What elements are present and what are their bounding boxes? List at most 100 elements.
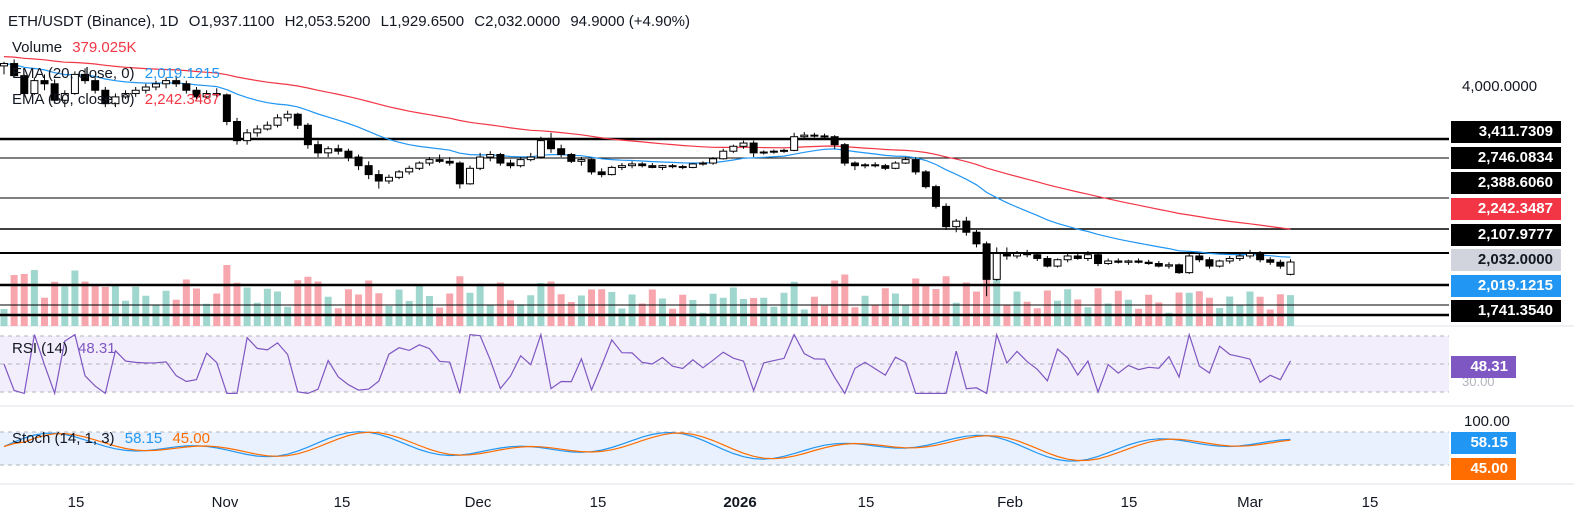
candle-body [30,80,39,95]
volume-bar [1064,289,1072,326]
volume-bar [10,275,18,326]
candle-body [10,63,19,77]
candle-body [1053,259,1062,267]
candle-body [40,80,49,85]
volume-bar [1074,299,1082,326]
candle-body [91,80,100,91]
level-label-3411[interactable]: 3,411.7309 [1451,121,1561,143]
volume-bar [1246,291,1254,326]
x-tick-label: Dec [464,494,492,511]
candle-body [151,83,160,88]
volume-bar [679,294,687,326]
volume-bar [192,288,200,326]
candle-body [688,163,697,168]
candle-body [648,165,657,168]
candle-body [364,165,373,176]
candle-body [1083,254,1092,259]
candle-body [1235,255,1244,259]
candle-body [709,158,718,164]
volume-bar [182,279,190,326]
rsi-axis-label[interactable]: 48.31 [1451,356,1516,378]
stoch-d-axis-label[interactable]: 45.00 [1451,458,1516,480]
volume-bar [446,293,454,326]
symbol-label[interactable]: ETH/USDT (Binance), 1D [8,13,179,30]
candle-body [536,140,545,158]
candle-body [668,165,677,168]
volume-legend[interactable]: Volume 379.025K [12,39,142,56]
level-label-2388[interactable]: 2,388.6060 [1451,172,1561,194]
candle-body [597,171,606,176]
volume-bar [314,281,322,326]
ema50-legend[interactable]: EMA (50, close, 0) 2,242.3487 [12,91,226,108]
candle-body [70,73,79,95]
volume-bar [425,296,433,326]
volume-bar [628,294,636,326]
volume-bar [739,299,747,326]
volume-bar [365,280,373,326]
candle-body [1033,254,1042,259]
candle-body [172,80,181,85]
volume-bar [800,309,808,326]
volume-bar [1124,299,1132,326]
candle-body [638,163,647,167]
candle-body [1043,257,1052,267]
candle-body [465,167,474,185]
volume-bar [61,286,69,326]
volume-bar [577,295,585,326]
volume-bar [111,285,119,326]
candle-body [476,156,485,169]
candle-body [1114,260,1123,263]
ema50-line [3,56,1291,230]
level-label-1741[interactable]: 1,741.3540 [1451,300,1561,322]
candle-body [1063,255,1072,261]
rsi-legend[interactable]: RSI (14) 48.31 [12,340,122,357]
candle-body [162,80,171,85]
volume-bar [30,270,38,326]
candle-body [759,151,768,154]
candle-body [344,150,353,158]
candle-body [911,159,920,173]
stoch-k-value: 58.15 [124,430,163,447]
ema20-price-label[interactable]: 2,019.1215 [1451,275,1561,297]
volume-bar [790,281,798,326]
volume-bar [1226,296,1234,326]
candle-body [871,164,880,167]
volume-bar [618,308,626,326]
volume-bar [395,289,403,326]
stoch-legend[interactable]: Stoch (14, 1, 3) 58.15 45.00 [12,430,216,447]
ema50-price-label[interactable]: 2,242.3487 [1451,198,1561,220]
volume-bar [1054,300,1062,326]
volume-bar [891,293,899,326]
candle-body [1023,252,1032,256]
candle-body [891,162,900,169]
candle-body [1185,255,1194,274]
stoch-k-axis-label[interactable]: 58.15 [1451,432,1516,454]
candle-body [253,128,262,134]
ema20-legend[interactable]: EMA (20, close, 0) 2,019.1215 [12,65,226,82]
candle-body [222,94,231,123]
x-tick-label: 15 [1361,494,1379,511]
volume-bar [355,294,363,326]
volume-bar [436,307,444,326]
last-price-label[interactable]: 2,032.0000 [1451,249,1561,271]
level-label-2107[interactable]: 2,107.9777 [1451,224,1561,246]
volume-bar [172,299,180,326]
candle-body [1245,252,1254,257]
volume-bar [334,308,342,326]
candle-body [840,144,849,164]
volume-bar [1135,308,1143,326]
candle-body [1195,255,1204,261]
candle-body [1002,252,1011,257]
candle-body [384,176,393,182]
candle-body [1175,264,1184,274]
volume-bar [375,293,383,326]
volume-bar [1013,291,1021,326]
volume-bar [547,281,555,326]
volume-bar [881,288,889,326]
candle-body [587,159,596,173]
volume-bar [1195,291,1203,326]
level-label-2746[interactable]: 2,746.0834 [1451,147,1561,169]
x-tick-label: Feb [997,494,1023,511]
volume-bar [344,289,352,326]
